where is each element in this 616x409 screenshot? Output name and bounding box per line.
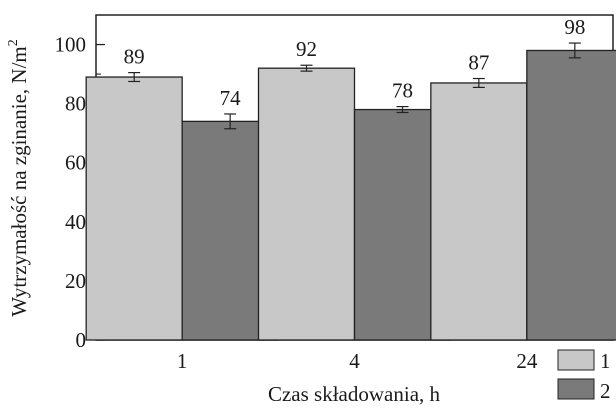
y-axis-title-superscript: 2 bbox=[6, 39, 21, 46]
data-label-series-2: 78 bbox=[392, 79, 413, 103]
y-axis-title-text: Wytrzymałość na zginanie, N/m bbox=[7, 46, 31, 316]
y-axis-ticks: 0 20 40 60 80 100 bbox=[55, 33, 105, 352]
error-bars bbox=[128, 42, 581, 130]
bars bbox=[85, 49, 616, 341]
bar-series-1 bbox=[85, 76, 183, 341]
data-label-series-1: 87 bbox=[468, 51, 489, 75]
legend-swatch-series-1 bbox=[557, 349, 595, 371]
x-axis-title: Czas składowania, h bbox=[268, 382, 441, 406]
legend-swatch-series-2 bbox=[557, 378, 595, 400]
legend: 1 2 bbox=[557, 349, 611, 403]
legend-label-series-2: 2 bbox=[600, 379, 611, 403]
y-tick-label: 80 bbox=[65, 92, 86, 116]
y-tick-label: 100 bbox=[55, 33, 87, 57]
x-tick-label: 4 bbox=[349, 349, 360, 373]
legend-label-series-1: 1 bbox=[600, 349, 611, 373]
data-label-series-2: 74 bbox=[220, 86, 242, 110]
data-label-series-2: 98 bbox=[564, 15, 585, 39]
bar-series-2 bbox=[526, 49, 616, 341]
y-tick-label: 20 bbox=[65, 269, 86, 293]
data-label-series-1: 92 bbox=[296, 37, 317, 61]
y-axis-title: Wytrzymałość na zginanie, N/m2 bbox=[6, 39, 31, 316]
x-tick-label: 24 bbox=[516, 349, 538, 373]
y-tick-label: 0 bbox=[76, 328, 87, 352]
bar-series-1 bbox=[257, 67, 356, 341]
y-axis-title-group: Wytrzymałość na zginanie, N/m2 bbox=[6, 39, 31, 316]
x-tick-label: 1 bbox=[177, 349, 188, 373]
y-tick-label: 60 bbox=[65, 151, 86, 175]
bar-series-1 bbox=[430, 82, 528, 341]
data-labels: 89 74 92 78 87 98 bbox=[124, 15, 586, 110]
data-label-series-1: 89 bbox=[124, 45, 145, 69]
y-tick-label: 40 bbox=[65, 210, 86, 234]
